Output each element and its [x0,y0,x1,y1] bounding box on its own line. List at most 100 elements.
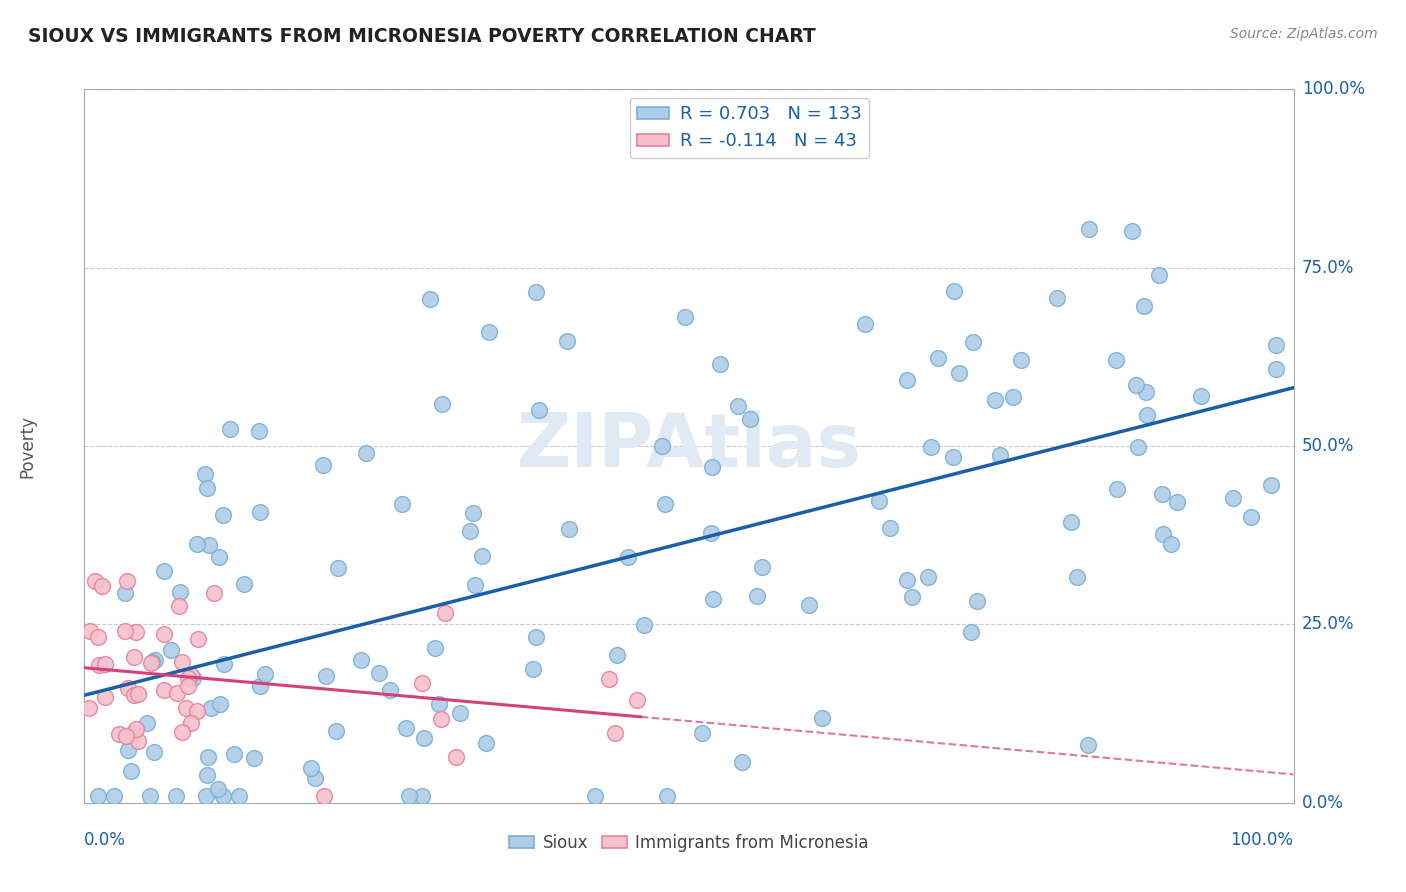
Point [927,351,949,365]
Point [208,698,231,712]
Point [1135,384,1157,399]
Point [558,522,581,536]
Point [181,671,204,685]
Text: Source: ZipAtlas.com: Source: ZipAtlas.com [1230,27,1378,41]
Point [186,704,208,718]
Point [127,734,149,748]
Point [896,573,918,587]
Text: ZIPAtlas: ZIPAtlas [516,409,862,483]
Point [195,481,218,495]
Point [207,781,229,796]
Point [700,459,723,474]
Point [1077,222,1099,236]
Point [136,716,159,731]
Point [1105,483,1128,497]
Point [690,726,713,740]
Point [651,439,673,453]
Point [1136,409,1159,423]
Point [167,599,190,613]
Point [1046,291,1069,305]
Point [458,524,481,539]
Point [202,586,225,600]
Point [617,549,640,564]
Point [449,706,471,720]
Point [1066,570,1088,584]
Point [125,722,148,736]
Point [745,589,768,603]
Point [180,668,202,682]
Point [77,701,100,715]
Point [197,749,219,764]
Point [478,325,501,339]
Point [143,653,166,667]
Point [186,537,208,551]
Point [117,743,139,757]
Point [368,666,391,681]
Point [606,648,628,662]
Point [208,550,231,565]
Point [395,721,418,735]
Point [170,655,193,669]
Point [90,579,112,593]
Point [222,747,245,761]
Point [411,675,433,690]
Point [219,422,242,436]
Point [228,789,250,803]
Text: 25.0%: 25.0% [1302,615,1354,633]
Point [94,657,117,671]
Point [1260,478,1282,492]
Point [1264,362,1286,376]
Point [326,561,349,575]
Point [751,560,773,574]
Point [79,624,101,639]
Point [169,585,191,599]
Point [966,594,988,608]
Point [917,570,939,584]
Point [87,630,110,644]
Point [702,591,724,606]
Point [120,764,142,779]
Point [1121,224,1143,238]
Point [194,467,217,482]
Point [427,698,450,712]
Point [195,768,218,782]
Point [948,366,970,380]
Point [198,538,221,552]
Point [853,317,876,331]
Text: 0.0%: 0.0% [1302,794,1344,812]
Point [253,666,276,681]
Point [304,771,326,785]
Point [555,334,578,349]
Point [433,607,456,621]
Point [122,689,145,703]
Point [94,690,117,705]
Point [988,448,1011,462]
Point [598,672,620,686]
Point [657,789,679,803]
Point [1147,268,1170,283]
Point [1189,389,1212,403]
Point [170,724,193,739]
Point [247,424,270,438]
Point [1160,537,1182,551]
Point [398,789,420,803]
Point [212,789,235,803]
Point [1166,495,1188,509]
Point [315,669,337,683]
Text: 50.0%: 50.0% [1302,437,1354,455]
Point [799,599,821,613]
Point [423,640,446,655]
Point [962,334,984,349]
Point [200,701,222,715]
Point [1222,491,1244,505]
Point [1105,353,1128,368]
Text: 100.0%: 100.0% [1302,80,1365,98]
Point [127,687,149,701]
Point [312,458,335,472]
Point [350,652,373,666]
Point [87,789,110,803]
Point [233,577,256,591]
Point [524,631,547,645]
Point [522,662,544,676]
Point [142,745,165,759]
